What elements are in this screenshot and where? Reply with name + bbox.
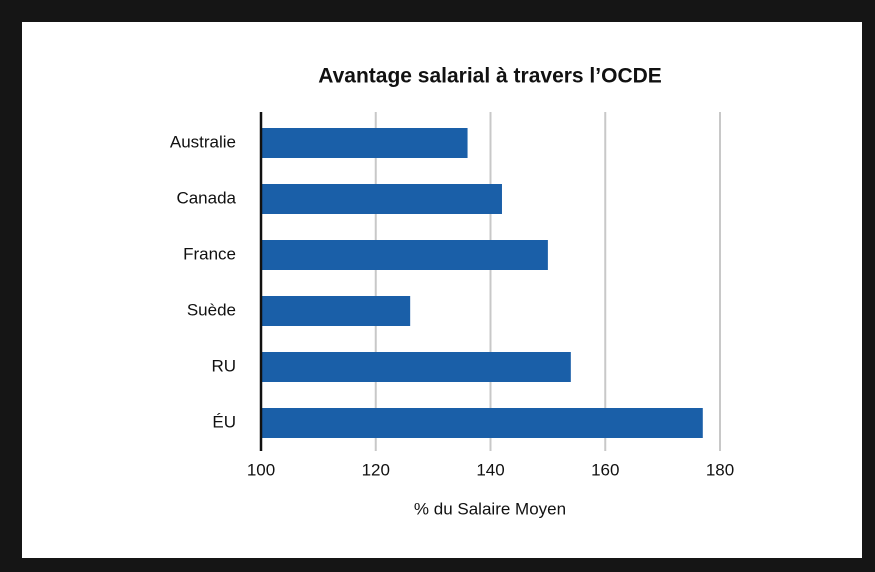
y-tick-label: Canada xyxy=(176,188,236,207)
chart-title: Avantage salarial à travers l’OCDE xyxy=(318,65,662,88)
y-tick-label: Australie xyxy=(170,132,236,151)
x-tick-label: 140 xyxy=(476,460,504,479)
panel xyxy=(22,22,862,558)
bar xyxy=(261,408,703,438)
bar xyxy=(261,184,502,214)
y-tick-label: ÉU xyxy=(212,412,236,431)
bar xyxy=(261,128,468,158)
x-tick-label: 100 xyxy=(247,460,275,479)
x-tick-label: 180 xyxy=(706,460,734,479)
y-tick-label: RU xyxy=(211,356,236,375)
bar xyxy=(261,240,548,270)
bar xyxy=(261,352,571,382)
x-axis-label: % du Salaire Moyen xyxy=(414,499,566,518)
bar xyxy=(261,296,411,326)
y-tick-label: Suède xyxy=(187,300,236,319)
x-tick-label: 160 xyxy=(591,460,619,479)
x-tick-label: 120 xyxy=(362,460,390,479)
y-tick-label: France xyxy=(183,244,236,263)
